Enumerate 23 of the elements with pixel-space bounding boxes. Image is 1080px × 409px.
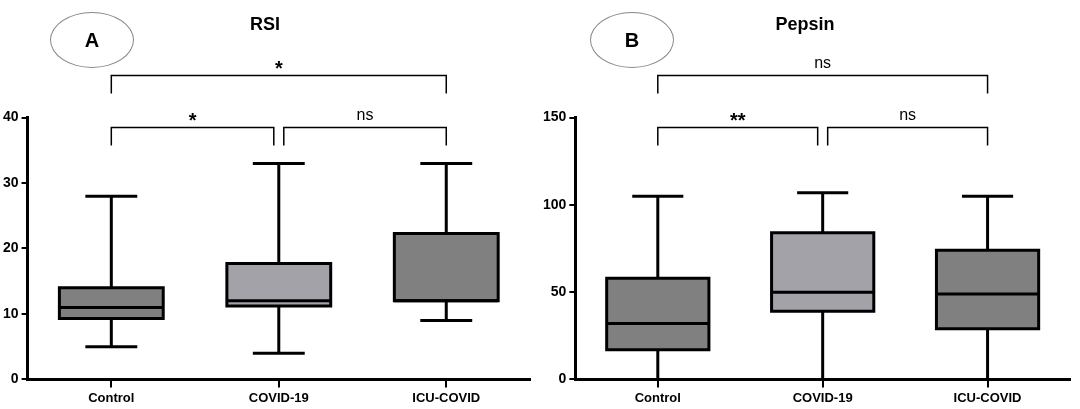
annotation: * xyxy=(188,109,197,132)
y-tick-label: 50 xyxy=(550,282,567,299)
annotation: ** xyxy=(729,109,746,132)
y-tick-label: 150 xyxy=(543,108,567,125)
y-tick-label: 0 xyxy=(10,370,19,387)
text: * xyxy=(274,57,283,80)
x-tick-label: ICU-COVID xyxy=(412,389,481,405)
x-tick-label: Control xyxy=(88,389,135,405)
x-tick-label: ICU-COVID xyxy=(953,389,1022,405)
y-tick-label: 100 xyxy=(543,195,567,212)
chart-title: Pepsin xyxy=(775,13,835,34)
y-tick-label: 10 xyxy=(2,304,19,321)
x-tick-label: COVID-19 xyxy=(248,389,309,405)
x-tick-label: COVID-19 xyxy=(792,389,853,405)
chart-title: RSI xyxy=(249,13,281,34)
y-tick-label: 30 xyxy=(2,173,19,190)
text: ns xyxy=(814,54,832,72)
x-tick-label: Control xyxy=(634,389,681,405)
annotation: ns xyxy=(356,106,374,124)
y-tick-label: 40 xyxy=(2,108,19,125)
y-tick-label: 0 xyxy=(558,370,567,387)
annotation: ns xyxy=(899,106,917,124)
y-tick-label: 20 xyxy=(2,239,19,256)
